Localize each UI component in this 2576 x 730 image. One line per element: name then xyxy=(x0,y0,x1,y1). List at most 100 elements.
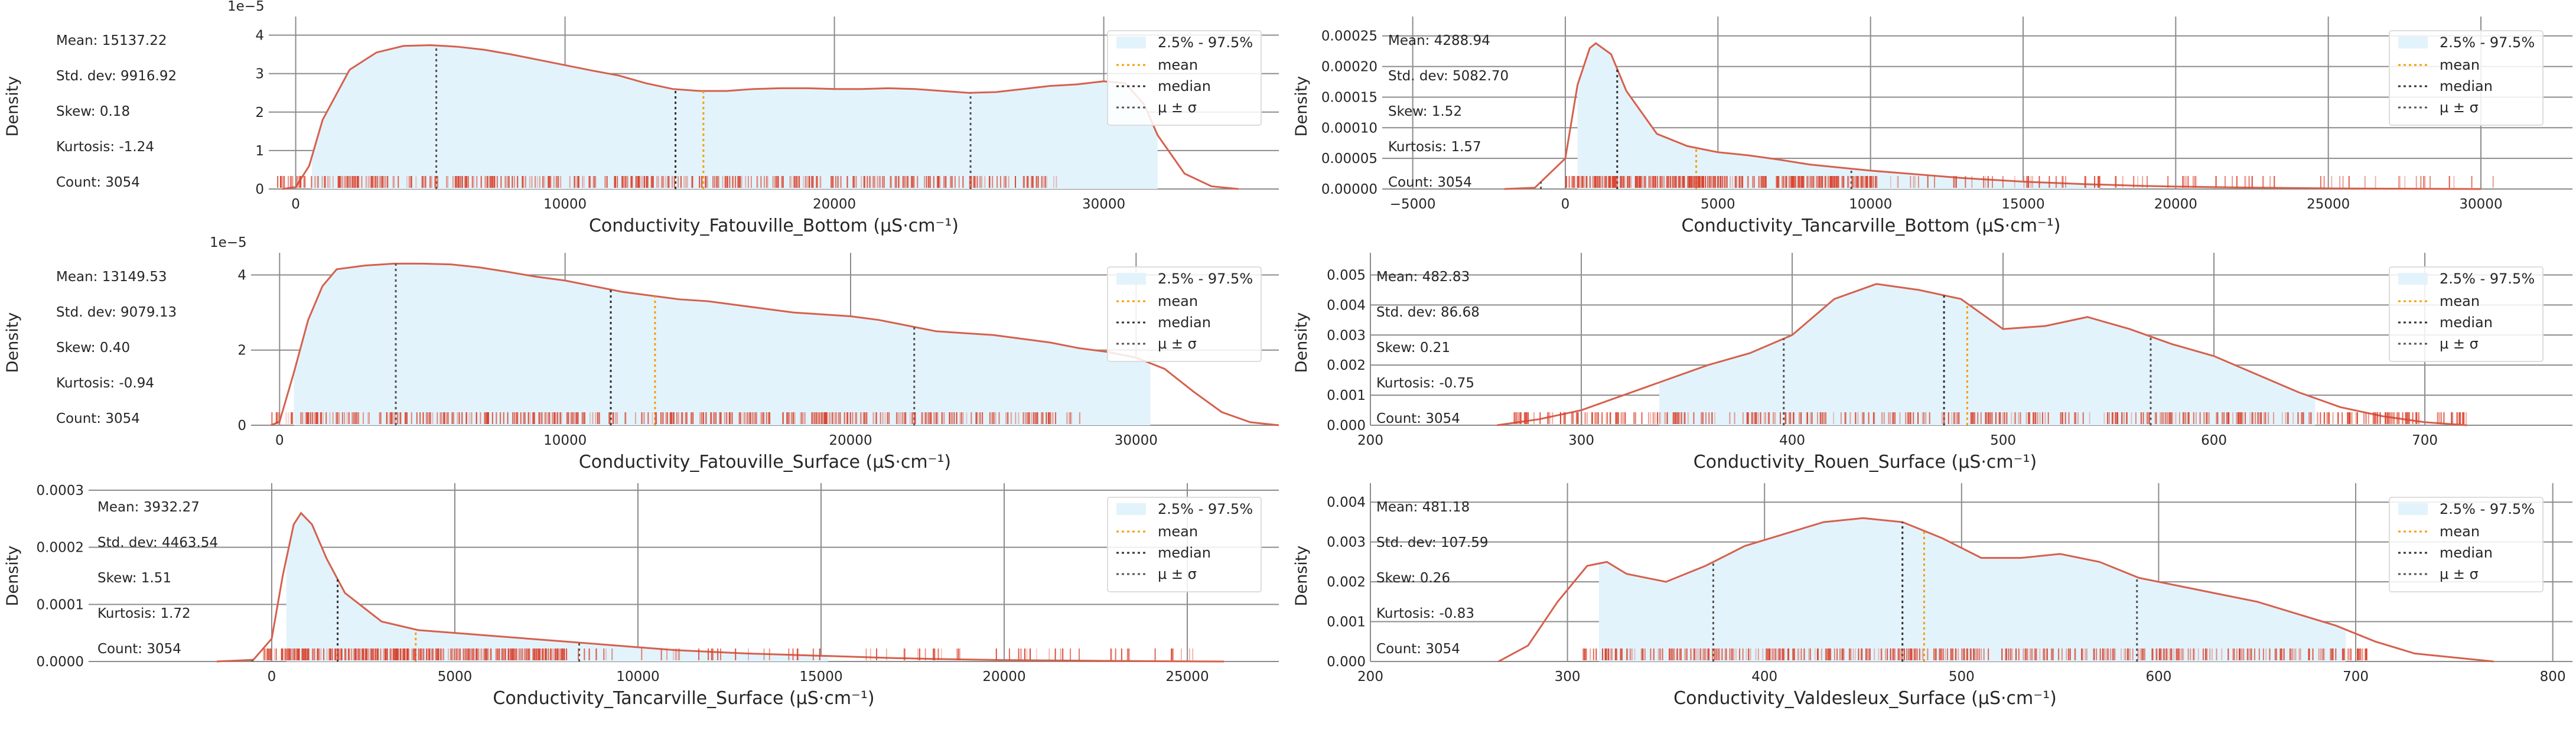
y-tick-label: 0 xyxy=(237,418,246,434)
stat-mean: Mean: 481.18 xyxy=(1376,500,1470,515)
y-tick-label: 1 xyxy=(255,144,264,159)
subplot-5: 0.0000 0.0001 0.0002 0.0003 0 5000 10000 15000 2… xyxy=(4,483,1279,709)
x-tick-label: 700 xyxy=(2412,433,2438,448)
legend-sigma-label: μ ± σ xyxy=(2440,99,2479,116)
rug-plot xyxy=(277,176,1057,188)
stat-skew: Skew: 0.26 xyxy=(1376,571,1450,586)
legend-sigma-label: μ ± σ xyxy=(1158,566,1197,582)
stat-skew: Skew: 0.40 xyxy=(56,340,130,356)
stat-mean: Mean: 4288.94 xyxy=(1388,33,1490,48)
legend-median-label: median xyxy=(1158,545,1211,561)
legend-sigma-label: μ ± σ xyxy=(2440,566,2479,582)
legend-sigma-label: μ ± σ xyxy=(1158,335,1197,352)
legend-interval-label: 2.5% - 97.5% xyxy=(2440,501,2535,517)
x-tick-label: 30000 xyxy=(2459,197,2502,212)
x-tick-label: 400 xyxy=(1779,433,1805,448)
legend-interval-swatch xyxy=(2398,503,2428,515)
legend: 2.5% - 97.5% mean median μ ± σ xyxy=(1107,30,1262,126)
x-tick-label: 20000 xyxy=(813,197,856,212)
stat-std-dev: Std. dev: 5082.70 xyxy=(1388,69,1509,84)
stat-mean: Mean: 13149.53 xyxy=(56,269,167,285)
y-multiplier: 1e−5 xyxy=(227,0,265,14)
x-tick-label: 200 xyxy=(1357,669,1383,685)
x-tick-label: 15000 xyxy=(799,669,842,685)
x-tick-label: 600 xyxy=(2145,669,2171,685)
legend-mean-label: mean xyxy=(2440,57,2480,73)
kde-curve xyxy=(1498,517,2494,663)
stat-std-dev: Std. dev: 107.59 xyxy=(1376,535,1488,550)
kde-curve xyxy=(216,511,1225,663)
stat-skew: Skew: 0.18 xyxy=(56,104,130,119)
stat-skew: Skew: 0.21 xyxy=(1376,340,1450,356)
x-tick-label: 20000 xyxy=(2154,197,2197,212)
x-tick-label: 10000 xyxy=(543,197,587,212)
stat-count: Count: 3054 xyxy=(1376,411,1460,426)
y-tick-label: 0.002 xyxy=(1327,575,1366,590)
y-tick-label: 0.00010 xyxy=(1321,120,1377,136)
interval-fill xyxy=(1577,43,2100,189)
stat-kurtosis: Kurtosis: -0.83 xyxy=(1376,606,1474,621)
x-tick-label: 10000 xyxy=(1849,197,1892,212)
y-tick-label: 0.000 xyxy=(1327,654,1366,670)
legend-interval-label: 2.5% - 97.5% xyxy=(2440,271,2535,287)
legend-interval-label: 2.5% - 97.5% xyxy=(1158,501,1253,517)
y-tick-label: 0.00025 xyxy=(1321,29,1377,44)
rug-plot xyxy=(262,648,1194,660)
stat-kurtosis: Kurtosis: -0.75 xyxy=(1376,376,1474,391)
y-axis-label: Density xyxy=(1292,546,1311,607)
y-axis-label: Density xyxy=(4,546,22,607)
x-tick-label: 0 xyxy=(268,669,276,685)
stat-count: Count: 3054 xyxy=(1388,175,1472,190)
x-axis-label: Conductivity_Tancarville_Surface (μS·cm⁻… xyxy=(493,688,874,709)
stat-skew: Skew: 1.52 xyxy=(1388,104,1462,119)
stat-count: Count: 3054 xyxy=(56,175,140,190)
rug-plot xyxy=(1565,176,2494,188)
x-tick-label: −5000 xyxy=(1390,197,1436,212)
legend-box xyxy=(2389,266,2544,362)
x-tick-label: 25000 xyxy=(1165,669,1209,685)
x-tick-label: 500 xyxy=(1949,669,1975,685)
kde-curve xyxy=(1504,42,2481,190)
y-tick-label: 4 xyxy=(237,268,246,283)
legend-box xyxy=(1107,30,1262,126)
x-tick-label: 15000 xyxy=(2001,197,2044,212)
stat-mean: Mean: 482.83 xyxy=(1376,269,1470,285)
y-tick-label: 0.005 xyxy=(1327,268,1366,283)
y-tick-label: 0.002 xyxy=(1327,358,1366,373)
stat-skew: Skew: 1.51 xyxy=(97,571,171,586)
legend: 2.5% - 97.5% mean median μ ± σ xyxy=(1107,497,1262,592)
y-axis-label: Density xyxy=(1292,76,1311,137)
x-tick-label: 25000 xyxy=(2307,197,2350,212)
x-tick-label: 600 xyxy=(2201,433,2227,448)
x-tick-label: 300 xyxy=(1568,433,1594,448)
legend-median-label: median xyxy=(1158,314,1211,331)
y-tick-label: 0.00000 xyxy=(1321,182,1377,197)
legend-box xyxy=(2389,497,2544,592)
stat-kurtosis: Kurtosis: 1.57 xyxy=(1388,139,1481,155)
subplot-1: 0 1 2 3 4 0 10000 20000 30000 1e−5 Conductivity_Fa… xyxy=(4,0,1279,236)
subplot-6: 0.000 0.001 0.002 0.003 0.004 200 300 400 500 600… xyxy=(1292,483,2572,709)
stat-kurtosis: Kurtosis: -0.94 xyxy=(56,376,154,391)
y-tick-label: 0 xyxy=(255,182,264,197)
subplot-2: 0.00000 0.00005 0.00010 0.00015 0.00020 0.000… xyxy=(1292,17,2572,236)
x-axis-label: Conductivity_Fatouville_Surface (μS·cm⁻¹… xyxy=(579,452,951,472)
x-tick-label: 20000 xyxy=(829,433,872,448)
interval-fill xyxy=(294,263,1151,425)
y-tick-label: 0.0002 xyxy=(37,540,84,556)
x-tick-label: 700 xyxy=(2343,669,2369,685)
legend-mean-label: mean xyxy=(2440,523,2480,540)
y-axis-label: Density xyxy=(1292,312,1311,373)
stat-count: Count: 3054 xyxy=(97,641,181,657)
legend: 2.5% - 97.5% mean median μ ± σ xyxy=(1107,266,1262,362)
rug-plot xyxy=(1513,412,2467,424)
x-tick-label: 0 xyxy=(275,433,284,448)
legend-sigma-label: μ ± σ xyxy=(1158,99,1197,116)
rug-plot xyxy=(1582,648,2367,660)
y-tick-label: 0.001 xyxy=(1327,615,1366,630)
x-tick-label: 10000 xyxy=(616,669,659,685)
y-tick-label: 0.001 xyxy=(1327,388,1366,403)
y-tick-label: 0.0000 xyxy=(37,654,84,670)
interval-fill xyxy=(1598,518,2346,661)
x-tick-label: 300 xyxy=(1555,669,1581,685)
